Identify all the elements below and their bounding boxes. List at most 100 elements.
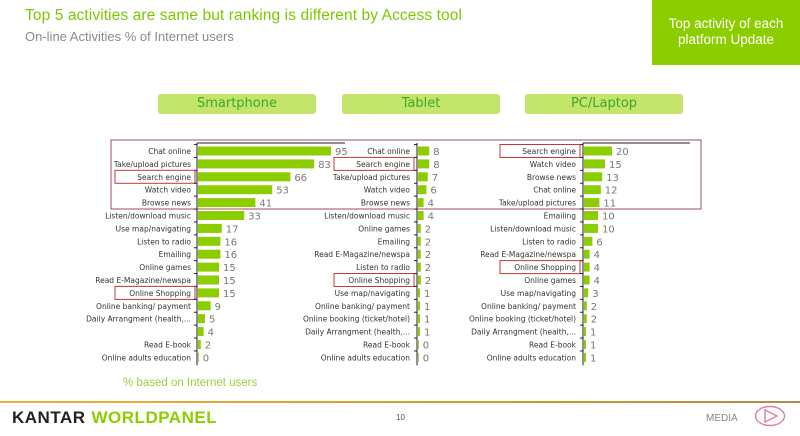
category-label: Emailing xyxy=(544,212,577,221)
value-label: 1 xyxy=(590,353,596,364)
bar xyxy=(418,159,430,169)
bar xyxy=(198,198,256,208)
bar xyxy=(584,352,586,362)
platform-header-pc-laptop: PC/Laptop xyxy=(525,94,683,114)
category-label: Chat online xyxy=(367,147,410,156)
bar xyxy=(584,185,601,195)
value-label: 12 xyxy=(605,186,618,197)
bar xyxy=(198,249,221,259)
value-label: 3 xyxy=(592,289,598,300)
bar xyxy=(418,275,421,285)
bar xyxy=(418,185,427,195)
category-label: Read E-book xyxy=(529,341,577,350)
category-label: Search engine xyxy=(356,160,410,169)
bar xyxy=(198,211,245,220)
kantar-worldpanel-logo: KANTAR WORLDPANEL xyxy=(12,408,217,428)
value-label: 2 xyxy=(425,237,431,248)
value-label: 6 xyxy=(430,186,436,197)
value-label: 15 xyxy=(223,276,236,287)
bar xyxy=(418,249,421,259)
bar xyxy=(418,236,421,246)
category-label: Read E-book xyxy=(363,341,411,350)
value-label: 2 xyxy=(591,315,597,326)
value-label: 4 xyxy=(594,263,600,274)
category-label: Search engine xyxy=(137,173,191,182)
bar xyxy=(584,198,600,208)
bar xyxy=(418,172,428,182)
bar xyxy=(584,146,612,156)
bar xyxy=(418,327,420,337)
value-label: 1 xyxy=(590,341,596,352)
value-label: 15 xyxy=(223,289,236,300)
category-label: Read E-Magazine/newspa xyxy=(314,250,410,259)
value-label: 53 xyxy=(276,186,289,197)
bar xyxy=(198,262,219,272)
value-label: 41 xyxy=(259,199,272,210)
bar xyxy=(198,159,315,169)
value-label: 8 xyxy=(433,147,439,158)
category-label: Online banking/ payment xyxy=(96,302,191,311)
category-label: Take/upload pictures xyxy=(113,160,191,169)
category-label: Take/upload pictures xyxy=(332,173,410,182)
category-label: Online adults education xyxy=(487,353,576,362)
value-label: 4 xyxy=(428,212,434,223)
value-label: 2 xyxy=(425,250,431,261)
value-label: 10 xyxy=(602,212,615,223)
value-label: 2 xyxy=(591,302,597,313)
bar xyxy=(584,211,598,220)
value-label: 7 xyxy=(432,173,438,184)
bar xyxy=(198,288,219,298)
logo-kantar: KANTAR xyxy=(12,408,86,427)
category-label: Daily Arrangment (health,... xyxy=(86,315,191,324)
category-label: Listen/download music xyxy=(105,212,191,221)
bar xyxy=(418,340,419,349)
slide-title: Top 5 activities are same but ranking is… xyxy=(25,7,462,24)
value-label: 1 xyxy=(424,328,430,339)
category-label: Watch video xyxy=(145,186,192,195)
category-label: Take/upload pictures xyxy=(498,199,576,208)
bar xyxy=(198,185,273,195)
category-label: Chat online xyxy=(148,147,191,156)
bar xyxy=(584,314,587,324)
value-label: 2 xyxy=(205,341,211,352)
value-label: 2 xyxy=(425,263,431,274)
category-label: Use map/navigating xyxy=(116,224,192,233)
bar xyxy=(418,211,424,220)
value-label: 16 xyxy=(224,250,237,261)
platform-header-tablet: Tablet xyxy=(342,94,500,114)
category-label: Online banking/ payment xyxy=(481,302,576,311)
value-label: 4 xyxy=(594,276,600,287)
category-label: Use map/navigating xyxy=(335,289,411,298)
bar xyxy=(198,340,201,349)
category-label: Browse news xyxy=(361,199,410,208)
bar xyxy=(584,275,590,285)
top5-highlight-box xyxy=(110,139,702,210)
bar xyxy=(198,275,219,285)
value-label: 2 xyxy=(425,224,431,235)
category-label: Listen to radio xyxy=(522,237,576,246)
highlight-box xyxy=(114,285,196,300)
category-label: Read E-Magazine/newspa xyxy=(480,250,576,259)
bar xyxy=(198,146,331,156)
value-label: 15 xyxy=(609,160,622,171)
highlight-box xyxy=(499,144,581,158)
category-label: Online adults education xyxy=(102,353,191,362)
value-label: 11 xyxy=(603,199,616,210)
bar xyxy=(584,223,598,233)
value-label: 83 xyxy=(318,160,331,171)
bar xyxy=(418,301,420,311)
category-label: Online Shopping xyxy=(129,289,191,298)
value-label: 0 xyxy=(423,341,429,352)
platform-header-smartphone: Smartphone xyxy=(158,94,316,114)
value-label: 16 xyxy=(224,237,237,248)
value-label: 8 xyxy=(433,160,439,171)
category-label: Listen to radio xyxy=(356,263,410,272)
category-label: Daily Arrangment (health,... xyxy=(471,328,576,337)
bar xyxy=(198,223,222,233)
highlight-box xyxy=(333,273,415,287)
category-label: Browse news xyxy=(142,199,191,208)
value-label: 2 xyxy=(425,276,431,287)
bar xyxy=(418,198,424,208)
value-label: 1 xyxy=(590,328,596,339)
